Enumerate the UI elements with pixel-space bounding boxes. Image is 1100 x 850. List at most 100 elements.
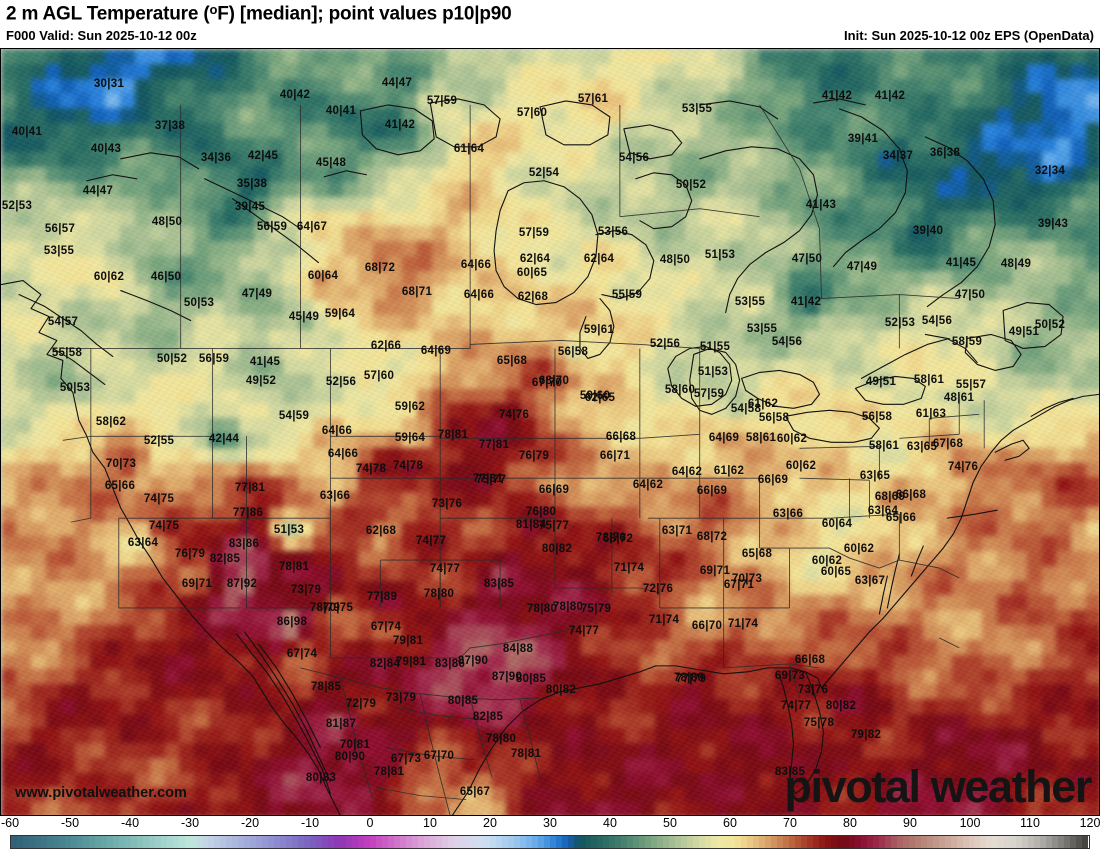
point-value-label: 80|90 [334,751,366,763]
colorbar-swatch [142,836,149,848]
point-value-label: 64|66 [460,259,492,271]
point-value-label: 68|72 [364,262,396,274]
point-value-label: 63|65 [906,441,938,453]
point-value-label: 70|73 [105,458,137,470]
point-value-label: 87|90 [491,671,523,683]
point-value-label: 61|62 [747,398,779,410]
colorbar-swatch [250,836,257,848]
colorbar-swatch [70,836,77,848]
colorbar-swatch [346,836,353,848]
colorbar-swatch [675,836,682,848]
colorbar-swatch [411,836,418,848]
colorbar-swatch [639,836,646,848]
point-value-label: 83|86 [434,658,466,670]
colorbar-swatch [280,836,287,848]
point-value-label: 51|53 [697,366,729,378]
point-value-label: 80|85 [515,673,547,685]
point-value-label: 52|56 [325,376,357,388]
point-value-label: 49|52 [245,375,277,387]
point-value-label: 58|62 [95,416,127,428]
point-value-label: 48|49 [1000,258,1032,270]
colorbar-swatch [974,836,981,848]
point-value-label: 62|68 [365,525,397,537]
colorbar-swatch [94,836,101,848]
point-value-label: 78|80 [526,603,558,615]
colorbar-swatch [693,836,700,848]
point-value-label: 78|81 [437,429,469,441]
point-value-label: 64|69 [420,345,452,357]
colorbar-swatch [1022,836,1029,848]
colorbar-swatch [322,836,329,848]
point-value-label: 54|59 [278,410,310,422]
colorbar-swatch [884,836,891,848]
point-value-label: 64|62 [632,479,664,491]
colorbar-swatch [34,836,41,848]
point-value-label: 75|78 [803,717,835,729]
colorbar-swatch [765,836,772,848]
point-value-label: 74|77 [780,700,812,712]
point-value-label: 81|87 [325,718,357,730]
colorbar-swatch [1058,836,1065,848]
colorbar: -60 -50 -40 -30 -20 -10 0 10 20 30 40 50 60 70 80 90 100… [0,816,1100,850]
page-title: 2 m AGL Temperature (oF) [median]; point… [6,2,512,25]
point-value-label: 52|55 [143,435,175,447]
point-value-label: 74|77 [568,625,600,637]
colorbar-tick: 10 [423,816,437,830]
map-canvas[interactable]: 30|31 40|41 40|43 44|47 52|53 56|57 53|55 48|50… [0,48,1100,816]
colorbar-swatch [962,836,969,848]
point-value-label: 53|55 [734,296,766,308]
point-value-label: 63|66 [772,508,804,520]
point-value-label: 54|56 [771,336,803,348]
point-value-label: 63|66 [319,490,351,502]
point-value-label: 59|60 [579,390,611,402]
point-value-label: 41|43 [805,199,837,211]
point-value-label: 44|47 [82,185,114,197]
point-value-label: 82|85 [472,711,504,723]
point-value-label: 48|50 [151,216,183,228]
point-value-label: 67|74 [286,648,318,660]
colorbar-swatch [208,836,215,848]
colorbar-swatch [800,836,807,848]
colorbar-gradient[interactable] [10,835,1090,849]
point-value-label: 40|43 [90,143,122,155]
colorbar-swatch [22,836,29,848]
point-value-label: 30|31 [93,78,125,90]
point-value-label: 47|50 [954,289,986,301]
colorbar-swatch [274,836,281,848]
raster-noise-overlay [1,49,1099,815]
degree-superscript: o [209,2,218,17]
point-value-label: 80|82 [545,684,577,696]
colorbar-swatch [896,836,903,848]
colorbar-swatch [747,836,754,848]
colorbar-swatch [304,836,311,848]
point-value-label: 76|80 [525,506,557,518]
colorbar-swatch [651,836,658,848]
colorbar-swatch [1076,836,1083,848]
colorbar-swatch [507,836,514,848]
colorbar-swatch [609,836,616,848]
colorbar-swatch [579,836,586,848]
point-value-label: 45|48 [315,157,347,169]
point-value-label: 44|47 [381,77,413,89]
point-value-label: 41|42 [384,119,416,131]
point-value-label: 60|64 [821,518,853,530]
colorbar-swatch [16,836,23,848]
colorbar-swatch [1016,836,1023,848]
point-value-label: 62|64 [583,253,615,265]
colorbar-swatch [615,836,622,848]
colorbar-swatch [525,836,532,848]
point-value-label: 77|79 [675,673,707,685]
point-value-label: 79|82 [850,729,882,741]
point-value-label: 63|64 [127,537,159,549]
point-value-label: 62|68 [517,291,549,303]
colorbar-swatch [681,836,688,848]
point-value-label: 63|65 [859,470,891,482]
colorbar-swatch [136,836,143,848]
colorbar-swatch [771,836,777,848]
valid-time-label: F000 Valid: Sun 2025-10-12 00z [6,28,197,43]
point-value-label: 58|61 [868,440,900,452]
point-value-label: 50|52 [675,179,707,191]
point-value-label: 51|53 [704,249,736,261]
colorbar-swatch [399,836,406,848]
point-value-label: 47|49 [846,261,878,273]
